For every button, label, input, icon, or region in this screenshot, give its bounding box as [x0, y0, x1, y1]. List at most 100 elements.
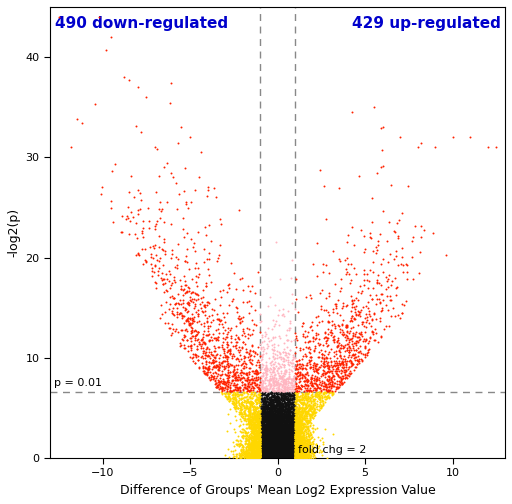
Point: [261, 430, 269, 438]
Point: [267, 446, 275, 454]
Point: [297, 429, 306, 437]
Point: [286, 407, 294, 415]
Point: [258, 409, 266, 417]
Point: [263, 409, 271, 417]
Point: [290, 424, 298, 432]
Point: [298, 382, 306, 390]
Point: [253, 429, 261, 437]
Point: [275, 424, 284, 432]
Point: [260, 408, 268, 416]
Point: [280, 442, 288, 450]
Point: [306, 291, 314, 299]
Point: [293, 448, 301, 456]
Point: [286, 435, 294, 443]
Point: [243, 396, 251, 404]
Point: [248, 453, 257, 461]
Point: [174, 139, 182, 147]
Point: [288, 442, 296, 450]
Point: [262, 445, 270, 453]
Point: [287, 434, 295, 443]
Point: [272, 452, 281, 460]
Point: [296, 449, 305, 457]
Point: [283, 424, 291, 432]
Point: [281, 449, 289, 457]
Point: [187, 342, 196, 350]
Point: [271, 450, 279, 458]
Point: [284, 414, 292, 422]
Point: [267, 448, 275, 456]
Point: [289, 444, 297, 452]
Point: [282, 380, 290, 388]
Point: [289, 450, 297, 458]
Point: [264, 410, 272, 418]
Point: [295, 452, 303, 460]
Point: [251, 404, 260, 412]
Point: [266, 449, 274, 457]
Point: [275, 388, 284, 396]
Point: [228, 372, 237, 381]
Point: [309, 428, 317, 436]
Point: [377, 333, 385, 341]
Point: [257, 438, 265, 446]
Point: [177, 282, 185, 290]
Point: [271, 435, 280, 443]
Point: [308, 448, 316, 456]
Point: [285, 438, 293, 447]
Point: [304, 409, 312, 417]
Point: [285, 407, 293, 415]
Point: [289, 428, 297, 436]
Point: [275, 447, 284, 455]
Point: [265, 446, 273, 454]
Point: [260, 451, 268, 459]
Point: [286, 454, 294, 462]
Point: [234, 431, 242, 439]
Point: [284, 425, 292, 433]
Point: [311, 380, 319, 388]
Point: [258, 429, 266, 437]
Point: [245, 440, 253, 448]
Point: [287, 442, 295, 450]
Point: [225, 284, 233, 292]
Point: [287, 274, 295, 282]
Point: [204, 362, 212, 370]
Point: [271, 446, 280, 454]
Point: [259, 446, 267, 454]
Point: [261, 447, 269, 455]
Point: [287, 448, 295, 456]
Point: [253, 451, 261, 459]
Point: [294, 419, 302, 427]
Point: [286, 412, 294, 420]
Point: [296, 449, 304, 457]
Point: [271, 428, 279, 436]
Point: [260, 430, 268, 438]
Point: [268, 385, 276, 393]
Point: [294, 451, 303, 459]
Point: [398, 244, 407, 252]
Point: [280, 446, 288, 454]
Point: [249, 449, 257, 457]
Point: [290, 417, 298, 425]
Point: [274, 444, 282, 452]
Point: [278, 441, 286, 449]
Point: [281, 427, 289, 435]
Point: [287, 432, 295, 440]
Point: [296, 371, 304, 379]
Point: [277, 454, 285, 462]
Point: [288, 448, 296, 456]
Point: [263, 444, 271, 452]
Point: [226, 389, 234, 397]
Point: [390, 227, 398, 235]
Point: [273, 448, 282, 456]
Point: [279, 447, 287, 455]
Point: [254, 435, 263, 444]
Point: [260, 430, 268, 438]
Point: [212, 363, 220, 371]
Point: [265, 442, 273, 450]
Point: [260, 449, 268, 457]
Point: [285, 442, 293, 450]
Point: [275, 450, 283, 458]
Point: [203, 370, 211, 379]
Point: [279, 427, 287, 435]
Point: [280, 385, 288, 393]
Point: [251, 454, 260, 462]
